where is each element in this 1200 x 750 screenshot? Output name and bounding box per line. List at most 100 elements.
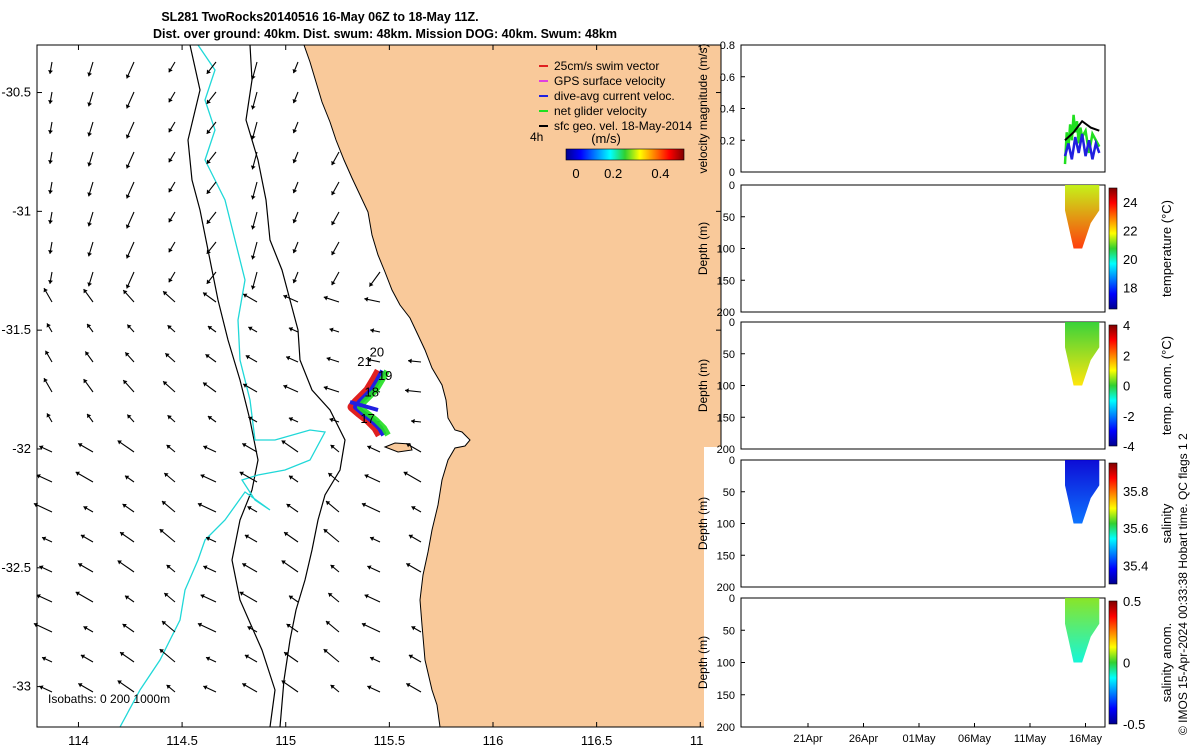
velocity-vector-head — [292, 218, 298, 224]
panel-y-tick-label: 200 — [717, 307, 735, 319]
panel-y-tick-label: 100 — [717, 658, 735, 670]
velocity-vector-head — [117, 560, 122, 565]
velocity-vector-head — [87, 323, 92, 329]
panel-1: velocity magnitude (m/s) 0 0.2 0.4 0.6 0.8 — [696, 40, 1106, 179]
velocity-vector-head — [43, 378, 48, 383]
panel-y-tick-label: 150 — [717, 690, 735, 702]
velocity-vector-head — [87, 102, 92, 107]
velocity-vector-head — [411, 418, 415, 424]
velocity-vector-head — [161, 501, 167, 506]
velocity-vector-head — [39, 445, 44, 450]
panel-y-tick-label: 50 — [723, 487, 735, 499]
panel-y-tick-label: 100 — [717, 381, 735, 393]
panel-frame — [740, 321, 1106, 450]
velocity-vector-head — [125, 254, 131, 259]
velocity-vector-head — [125, 74, 131, 79]
map-axes: 114 114.5 115 115.5 116 116.5 117-30.5-31-31.5… — [1, 45, 721, 748]
velocity-vector-head — [36, 474, 41, 479]
time-axis: 21Apr 26Apr 01May 06May 11May 16May — [793, 723, 1103, 745]
velocity-vector-head — [207, 326, 213, 331]
velocity-vector-head — [364, 474, 369, 479]
time-tick-label: 01May — [902, 733, 936, 745]
velocity-vector-head — [370, 656, 375, 662]
velocity-vector-head — [370, 328, 375, 334]
panel-y-tick-label: 0 — [729, 455, 735, 467]
velocity-vector-head — [361, 502, 367, 508]
velocity-vector-head — [328, 473, 333, 478]
velocity-vector-head — [242, 443, 247, 448]
velocity-vector-head — [206, 129, 211, 134]
velocity-vector-head — [243, 293, 248, 298]
map-x-tick-label: 114.5 — [166, 733, 198, 748]
velocity-vector-head — [122, 503, 127, 508]
velocity-vector-head — [283, 294, 288, 300]
velocity-vector-head — [328, 593, 333, 598]
velocity-vector-head — [168, 158, 173, 163]
velocity-vector-head — [166, 684, 171, 690]
velocity-vector-head — [206, 159, 211, 164]
velocity-vector-head — [48, 69, 53, 74]
coastline-1000m — [187, 45, 276, 727]
velocity-vector-head — [242, 683, 247, 688]
panel-y-tick-label: 0 — [729, 317, 735, 329]
map-y-tick-label: -30.5 — [1, 85, 31, 100]
velocity-vector-head — [166, 444, 171, 450]
chart-title-line1: SL281 TwoRocks20140516 16-May 06Z to 18-… — [161, 10, 479, 24]
time-series-panels: velocity magnitude (m/s) 0 0.2 0.4 0.6 0.8 Dep… — [696, 40, 1174, 734]
velocity-vector-head — [331, 160, 336, 166]
velocity-vector-head — [205, 354, 210, 359]
profile-section — [1065, 598, 1100, 663]
velocity-vector-head — [197, 502, 203, 508]
velocity-vector-head — [78, 683, 83, 688]
velocity-vector-head — [36, 594, 41, 599]
velocity-vector-head — [292, 188, 298, 194]
velocity-vector-head — [124, 475, 130, 480]
velocity-vector-head — [250, 165, 256, 170]
map-x-tick-label: 114 — [68, 733, 89, 748]
velocity-vector-head — [48, 249, 53, 254]
velocity-vector-head — [123, 380, 128, 385]
panel-colorbar — [1108, 324, 1118, 447]
speed-colorbar — [565, 148, 685, 161]
velocity-vector-head — [367, 357, 372, 363]
velocity-vector-head — [125, 164, 131, 169]
velocity-vector-head — [127, 414, 132, 419]
panel-y-tick-label: 150 — [717, 550, 735, 562]
velocity-vector-head — [78, 443, 83, 448]
panel-colorbar-tick-label: 20 — [1123, 252, 1137, 267]
panel-colorbar-label: salinity anom. — [1159, 623, 1174, 702]
velocity-vector-head — [326, 356, 331, 362]
isobath-label: Isobaths: 0 200 1000m — [48, 692, 170, 706]
velocity-vector-head — [284, 652, 289, 657]
panel-colorbar-tick-label: 35.6 — [1123, 521, 1148, 536]
velocity-vector-head — [87, 72, 92, 77]
legend-label: net glider velocity — [554, 104, 647, 118]
panel-colorbar — [1108, 600, 1118, 725]
panel-frame — [740, 44, 1106, 173]
velocity-vector-head — [163, 291, 168, 296]
panel-y-tick-label: 0 — [729, 180, 735, 192]
panel-y-tick-label: 200 — [717, 722, 735, 734]
panel-colorbar-label: salinity — [1159, 503, 1174, 543]
velocity-vector-head — [42, 536, 47, 542]
velocity-vector-head — [87, 162, 92, 167]
velocity-vector-head — [292, 68, 298, 74]
panel-colorbar-tick-label: 0 — [1123, 379, 1130, 394]
velocity-vector-head — [331, 280, 336, 286]
velocity-vector-head — [250, 285, 256, 290]
series-line — [1063, 133, 1101, 160]
day-label: 18 — [364, 385, 378, 400]
panel-colorbar-tick-label: -4 — [1123, 439, 1135, 454]
series-line — [1064, 119, 1100, 141]
velocity-vector-head — [120, 532, 125, 537]
velocity-vector-head — [281, 560, 286, 565]
velocity-vector-head — [239, 471, 244, 476]
velocity-vector-head — [250, 75, 256, 80]
legend-label: dive-avg current veloc. — [554, 89, 675, 103]
panel-y-tick-label: 0.2 — [720, 135, 735, 147]
map-y-tick-label: -32.5 — [1, 560, 31, 575]
velocity-vector-head — [168, 278, 173, 283]
velocity-vector-head — [124, 595, 130, 600]
velocity-vector-head — [125, 134, 131, 139]
velocity-vector-head — [83, 626, 88, 631]
